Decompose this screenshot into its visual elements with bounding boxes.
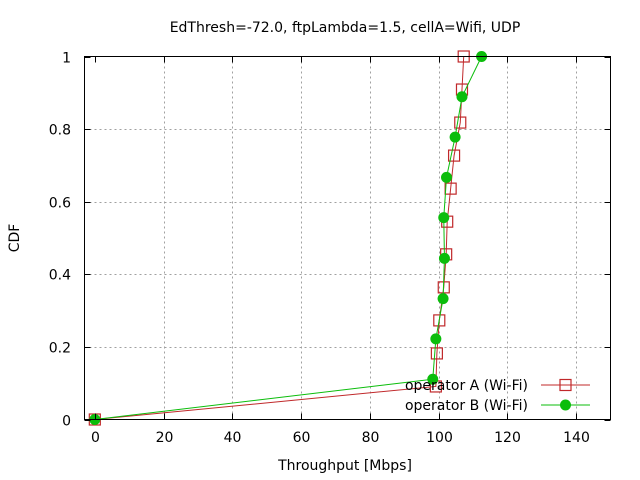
x-tick-label: 80: [362, 430, 380, 446]
grid-lines: [84, 56, 611, 420]
data-point: [438, 212, 450, 224]
x-tick-label: 0: [91, 430, 100, 446]
data-point: [441, 171, 453, 183]
legend-label: operator B (Wi-Fi): [405, 398, 528, 414]
x-axis-label: Throughput [Mbps]: [277, 458, 412, 474]
series-line: [94, 56, 483, 420]
y-tick-label: 0.8: [49, 123, 71, 139]
series-layer: [88, 50, 488, 426]
y-tick-label: 1: [62, 51, 71, 67]
x-tick-label: 20: [156, 430, 174, 446]
series-operator-b: [89, 51, 488, 425]
legend: operator A (Wi-Fi) operator B (Wi-Fi): [405, 378, 590, 414]
axis-ticks: 0 20 40 60 80 100 120 140 0 0.2 0.4 0.6 0.8 1: [49, 51, 611, 446]
series-operator-a: [88, 50, 470, 426]
data-point: [438, 252, 450, 264]
y-tick-label: 0.6: [49, 196, 71, 212]
y-tick-label: 0: [62, 414, 71, 430]
legend-marker: [559, 378, 572, 392]
x-tick-label: 120: [494, 430, 521, 446]
data-point: [447, 149, 461, 162]
y-tick-label: 0.2: [49, 341, 71, 357]
chart-title: EdThresh=-72.0, ftpLambda=1.5, cellA=Wif…: [170, 20, 521, 36]
series-line: [94, 56, 465, 420]
x-tick-label: 140: [563, 430, 590, 446]
data-point: [449, 131, 461, 143]
x-tick-label: 40: [224, 430, 242, 446]
legend-marker: [560, 399, 571, 411]
data-point: [427, 373, 439, 385]
data-point: [430, 347, 443, 360]
data-point: [454, 116, 467, 129]
data-point: [456, 91, 468, 103]
data-point: [430, 333, 442, 345]
legend-label: operator A (Wi-Fi): [405, 378, 528, 394]
y-tick-label: 0.4: [49, 268, 71, 284]
plot-frame: [84, 56, 611, 420]
x-tick-label: 60: [293, 430, 311, 446]
data-point: [433, 314, 446, 327]
data-point: [437, 293, 449, 305]
x-tick-label: 100: [426, 430, 453, 446]
data-point: [444, 182, 457, 195]
y-axis-label: CDF: [7, 224, 23, 253]
